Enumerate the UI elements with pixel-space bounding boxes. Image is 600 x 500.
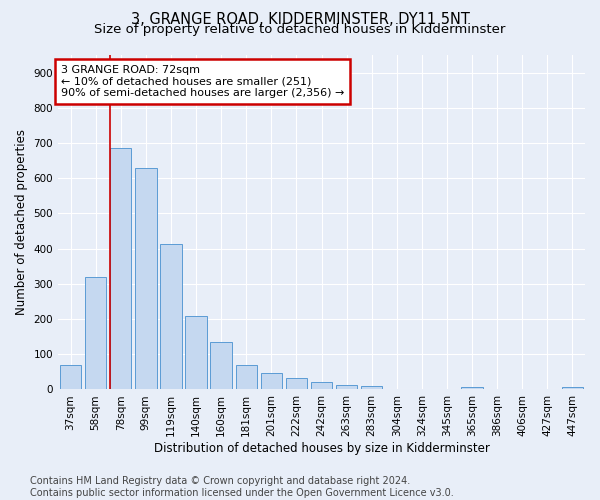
Y-axis label: Number of detached properties: Number of detached properties	[15, 129, 28, 315]
Bar	[236, 365, 257, 390]
Bar	[336, 385, 357, 390]
Bar	[160, 244, 182, 390]
Bar	[260, 372, 282, 390]
Bar	[135, 168, 157, 390]
Bar	[110, 148, 131, 390]
Text: 3, GRANGE ROAD, KIDDERMINSTER, DY11 5NT: 3, GRANGE ROAD, KIDDERMINSTER, DY11 5NT	[131, 12, 469, 28]
Text: Contains HM Land Registry data © Crown copyright and database right 2024.
Contai: Contains HM Land Registry data © Crown c…	[30, 476, 454, 498]
Bar	[562, 386, 583, 390]
Text: 3 GRANGE ROAD: 72sqm
← 10% of detached houses are smaller (251)
90% of semi-deta: 3 GRANGE ROAD: 72sqm ← 10% of detached h…	[61, 65, 344, 98]
Bar	[361, 386, 382, 390]
Bar	[311, 382, 332, 390]
Bar	[60, 365, 81, 390]
Bar	[185, 316, 207, 390]
Bar	[286, 378, 307, 390]
Bar	[461, 386, 483, 390]
Text: Size of property relative to detached houses in Kidderminster: Size of property relative to detached ho…	[94, 22, 506, 36]
Bar	[211, 342, 232, 390]
Bar	[85, 277, 106, 390]
X-axis label: Distribution of detached houses by size in Kidderminster: Distribution of detached houses by size …	[154, 442, 490, 455]
